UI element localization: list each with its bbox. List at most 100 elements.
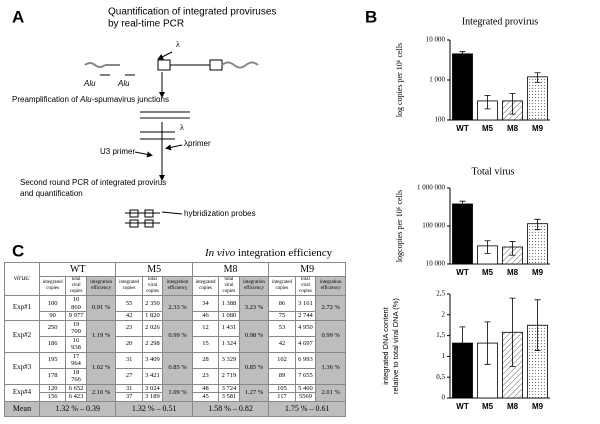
- table-cell: 156: [38, 392, 67, 402]
- error-bar: [459, 326, 466, 360]
- table-row: Exp#2 250 19 700 1.19 % 23 2 026 0.99 % 12 1 431…: [4, 319, 346, 353]
- chart-title: Integrated provirus: [462, 16, 538, 27]
- table-cell: Mean: [4, 400, 40, 417]
- table-row: Exp#1 100 10 869 0.91 % 55 2 350 2.33 % 34 1 388…: [4, 295, 346, 321]
- x-tick-label: M9: [532, 268, 544, 277]
- error-bar: [484, 240, 491, 254]
- efficiency-table: virus: WT M5 M8 M9 integrated copies total vir…: [4, 262, 346, 417]
- table-cell: 46: [191, 311, 220, 321]
- table-cell: 1.32 % – 0.51: [115, 400, 193, 417]
- y-axis-label: logcopies per 10⁶ cells: [395, 190, 404, 262]
- table-cell: integration efficiency: [85, 276, 117, 296]
- table-row: integrated copies total viral copies integ…: [5, 276, 346, 296]
- table-cell: 4 697: [294, 335, 317, 353]
- y-tick-label: 100 000: [422, 222, 445, 230]
- table-cell: 2 719: [218, 367, 240, 385]
- error-bar: [534, 72, 541, 83]
- step-text: Alu: [79, 95, 92, 104]
- table-cell: 2.01 %: [315, 383, 346, 402]
- table-cell: 3 581: [218, 392, 240, 402]
- alu-label: Alu: [83, 79, 96, 88]
- table-cell: 120: [38, 383, 67, 393]
- bar: [527, 76, 548, 121]
- table-cell: 20: [115, 335, 143, 353]
- table-cell: integrated copies: [268, 276, 296, 296]
- table-cell: 3 161: [294, 295, 317, 312]
- panel-title: Quantification of integrated proviruses: [108, 7, 276, 18]
- error-bar: [484, 321, 491, 365]
- table-cell: 42: [115, 311, 143, 321]
- table-cell: 23: [191, 367, 220, 385]
- table-cell: total viral copies: [294, 276, 317, 296]
- table-cell: 1.09 %: [162, 383, 193, 402]
- x-tick-label: M5: [482, 268, 494, 277]
- table-cell: 1 820: [141, 311, 164, 321]
- table-cell: 28: [191, 351, 220, 369]
- step-label: and quantification: [20, 189, 83, 198]
- error-bar: [459, 51, 466, 57]
- table-cell: 1.32 % – 0.39: [38, 400, 117, 417]
- panel-letter: B: [365, 7, 377, 26]
- table-cell: 86: [268, 295, 296, 312]
- x-tick-label: M8: [507, 124, 519, 133]
- y-tick-label: 100: [435, 116, 446, 124]
- error-bar: [534, 299, 541, 351]
- error-bar: [459, 200, 466, 208]
- error-bar: [509, 241, 516, 256]
- table-cell: 16 938: [65, 335, 87, 353]
- table-cell: 7 655: [294, 367, 317, 385]
- table-row: Exp#3 195 17 964 1.02 % 31 3 409 0.85 % 28 3 329…: [4, 351, 346, 385]
- y-tick-label: 2,5: [436, 290, 445, 298]
- table-cell: 2 026: [141, 319, 164, 337]
- chart-title: Total virus: [472, 166, 515, 177]
- x-tick-label: M8: [507, 402, 519, 411]
- panel-letter: C: [12, 241, 24, 260]
- table-cell: 75: [268, 311, 296, 321]
- y-tick-label: 2: [442, 310, 446, 318]
- table-cell: 31: [115, 351, 143, 369]
- table-cell: 3 189: [141, 392, 164, 402]
- panel-title: by real-time PCR: [108, 19, 184, 30]
- table-cell: 3 724: [218, 383, 240, 393]
- table-cell: 2.33 %: [162, 295, 193, 321]
- table-cell: 1.27 %: [238, 383, 270, 402]
- table-cell: 3 421: [141, 367, 164, 385]
- table-cell: 2 744: [294, 311, 317, 321]
- table-cell: 1 388: [218, 295, 240, 312]
- table-cell: 2.72 %: [315, 295, 346, 321]
- x-tick-label: M5: [482, 124, 494, 133]
- table-cell: 186: [38, 335, 67, 353]
- table-cell: 0.85 %: [238, 351, 270, 385]
- table-cell: 19 700: [65, 319, 87, 337]
- table-cell: 1.75 % – 0.61: [268, 400, 346, 417]
- table-cell: total viral copies: [65, 276, 87, 296]
- table-cell: Exp#1: [4, 295, 40, 321]
- table-cell: M9: [268, 262, 346, 277]
- table-cell: 250: [38, 319, 67, 337]
- x-tick-label: M9: [532, 402, 544, 411]
- y-tick-label: 0: [442, 394, 446, 402]
- table-cell: 18 766: [65, 367, 87, 385]
- table-cell: M5: [115, 262, 193, 277]
- table-cell: 48: [191, 383, 220, 393]
- table-cell: 0.85 %: [162, 351, 193, 385]
- y-axis-label: relative to total viral DNA (%): [391, 298, 400, 394]
- x-tick-label: WT: [456, 268, 469, 277]
- error-bar: [509, 93, 516, 115]
- table-row: 178 18 766 27 3 421 23 2 719 89 7 655: [5, 367, 346, 385]
- table-cell: 6 652: [65, 383, 87, 393]
- table-cell: 1.19 %: [85, 319, 117, 353]
- primer-label: U3 primer: [100, 147, 135, 156]
- table-cell: 3 409: [141, 351, 164, 369]
- table-cell: integration efficiency: [162, 276, 193, 296]
- title-text: integration efficiency: [235, 247, 332, 259]
- error-bar: [534, 218, 541, 231]
- bar: [452, 53, 473, 121]
- error-bar: [509, 297, 516, 367]
- table-cell: 117: [268, 392, 296, 402]
- table-cell: 105: [268, 383, 296, 393]
- table-cell: 10 869: [65, 295, 87, 312]
- table-cell: 1.36 %: [315, 351, 346, 385]
- table-cell: 5569: [294, 392, 317, 402]
